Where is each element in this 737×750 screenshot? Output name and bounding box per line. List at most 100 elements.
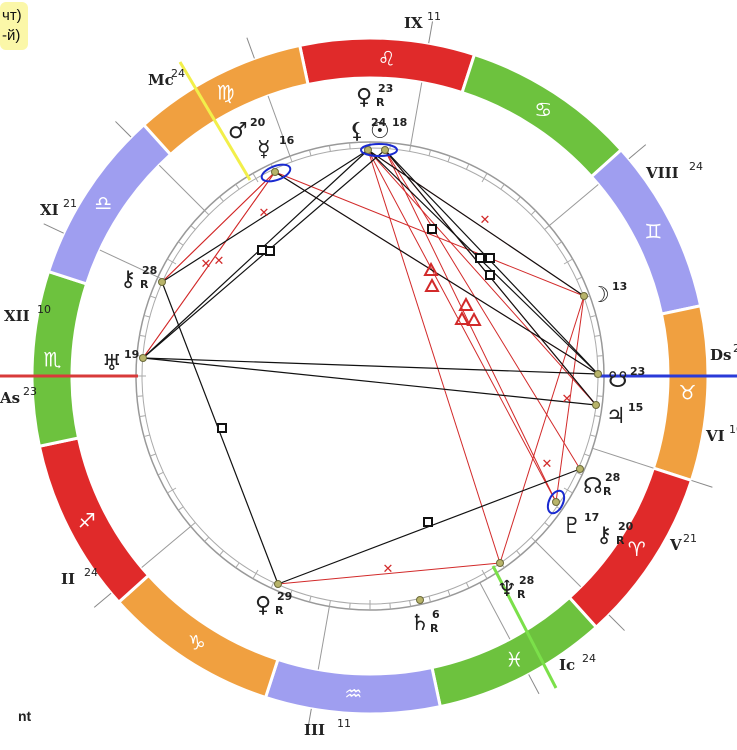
info-note: чт) -й) — [0, 2, 28, 50]
square-aspect-marker — [485, 270, 495, 280]
zodiac-sign-glyph: ♊ — [644, 220, 662, 244]
degree-tick — [465, 163, 470, 170]
trine-marker — [458, 296, 474, 311]
degree-tick — [447, 590, 451, 597]
house-cusp-inner — [548, 184, 599, 226]
degree-tick — [516, 550, 521, 556]
house-degree: 23 — [23, 385, 37, 398]
degree-tick — [149, 295, 156, 299]
square-aspect-marker — [217, 423, 227, 433]
house-label-viii: VIII — [645, 164, 679, 182]
house-cusp-outer — [691, 479, 713, 488]
trine-marker — [466, 311, 482, 326]
selena-icon: ☋ — [608, 368, 628, 393]
venus-lower-icon: ♀ — [255, 593, 271, 618]
planet-position-dot — [158, 278, 166, 286]
moon-node-label: ⚸ 24 — [349, 116, 387, 144]
trine-marker — [423, 261, 439, 276]
aspect-line-red — [277, 562, 501, 585]
degree-tick — [428, 149, 432, 156]
inner-circle — [135, 141, 605, 611]
mercury-icon: ☿ — [257, 137, 271, 162]
house-cusp-inner — [141, 526, 192, 568]
square-aspect-marker — [475, 253, 485, 263]
saturn-icon: ♄ — [410, 611, 430, 636]
degree-tick — [530, 210, 536, 216]
trine-marker — [454, 310, 470, 325]
degree-tick — [594, 334, 601, 337]
degree-tick — [349, 603, 351, 610]
degree-tick — [178, 241, 184, 246]
degree-tick — [428, 596, 432, 603]
highlight-ellipse — [260, 163, 292, 183]
neptune-label: ♆ 28R — [497, 574, 534, 602]
planet-position-dot — [580, 292, 588, 300]
degree-tick — [584, 453, 591, 457]
degree-tick — [516, 196, 521, 202]
opposition-marker: ✕ — [214, 254, 225, 269]
retrograde-marker: R — [376, 96, 385, 109]
degree-tick — [576, 471, 583, 476]
planet-position-dot — [592, 401, 600, 409]
house-cusp-outer — [628, 144, 647, 160]
aspect-line-black — [142, 357, 597, 406]
opposition-marker: ✕ — [542, 457, 553, 472]
aspect-line-red — [142, 171, 276, 359]
degree-tick — [328, 145, 331, 152]
degree-tick — [563, 487, 573, 494]
jupiter-label: ♃ 15 — [606, 401, 643, 429]
opposition-marker: ✕ — [201, 257, 212, 272]
planet-degree: 6 — [432, 608, 440, 621]
degree-tick — [219, 550, 224, 556]
planet-degree: 24 — [371, 116, 387, 129]
degree-tick — [289, 590, 293, 597]
chiron-lower-icon: ⚷ — [596, 523, 612, 548]
planet-position-dot — [271, 168, 279, 176]
degree-tick — [308, 149, 312, 156]
saturn-label: ♄ 6R — [410, 608, 440, 636]
footer-text: nt — [18, 708, 32, 724]
degree-tick — [597, 355, 604, 357]
degree-tick — [544, 522, 550, 527]
aspect-line-red — [384, 149, 581, 470]
retrograde-marker: R — [430, 622, 439, 635]
house-cusp-outer — [306, 708, 312, 731]
house-cusp-inner — [535, 541, 582, 588]
mars-icon: ♂ — [228, 119, 248, 144]
degree-tick — [235, 562, 240, 568]
house-cusp-inner — [317, 606, 330, 670]
planet-position-dot — [274, 580, 282, 588]
chiron-upper-icon: ⚷ — [120, 267, 136, 292]
pluto-icon: ♇ — [562, 514, 582, 539]
house-label-ds: Ds — [710, 346, 731, 364]
imum-coeli-axis — [491, 565, 558, 689]
degree-tick — [190, 522, 196, 527]
zodiac-sign-glyph: ♈ — [628, 537, 646, 561]
uranus-icon: ♅ — [102, 351, 122, 376]
degree-tick — [235, 184, 240, 190]
venus-lower-label: ♀ 29R — [255, 590, 292, 618]
planet-degree: 28 — [519, 574, 534, 587]
house-label-xi: XI — [40, 201, 59, 219]
degree-tick — [576, 276, 583, 281]
house-degree: 24 — [582, 652, 596, 665]
planet-position-dot — [139, 354, 147, 362]
info-note-line-2: -й) — [2, 27, 21, 44]
zodiac-sign-glyph: ♓ — [505, 647, 523, 671]
house-degree: 24 — [84, 566, 98, 579]
highlight-ellipse — [360, 143, 398, 157]
planet-position-dot — [552, 498, 560, 506]
square-aspect-marker — [423, 517, 433, 527]
retrograde-marker: R — [616, 534, 625, 547]
house-label-mc: Mc — [148, 71, 174, 89]
house-cusp-inner — [99, 249, 159, 278]
house-cusp-outer — [428, 21, 434, 44]
degree-tick — [447, 155, 451, 162]
degree-tick — [590, 314, 597, 318]
aspect-line-black — [161, 149, 369, 283]
planet-degree: 13 — [612, 280, 627, 293]
mercury-label: ☿ 16 — [257, 134, 295, 162]
sun-label: ☉ 18 — [370, 116, 407, 144]
house-label-vi: VI — [705, 427, 725, 445]
degree-tick — [204, 210, 210, 216]
